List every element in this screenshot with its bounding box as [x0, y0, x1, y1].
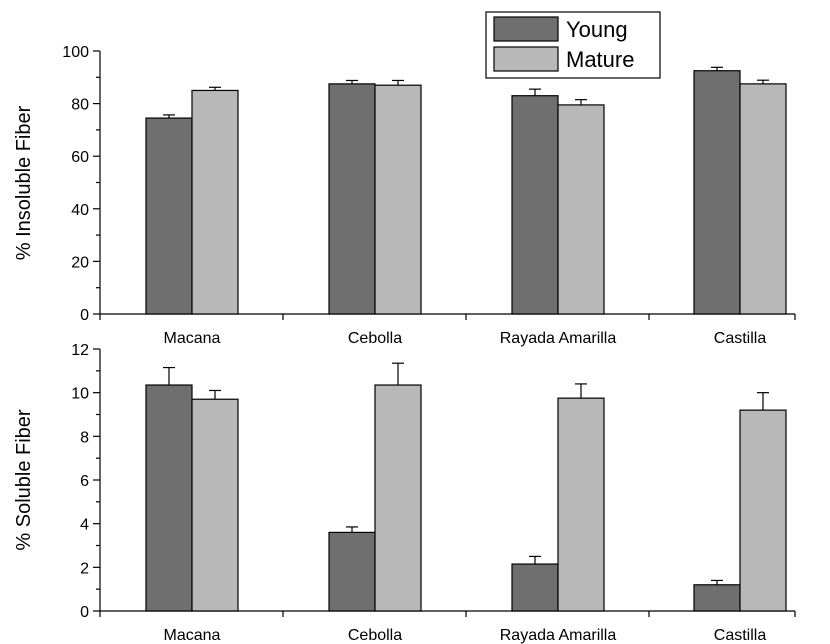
insoluble-y-tick-label: 100 — [62, 44, 89, 61]
insoluble-bar-young — [328, 83, 376, 315]
insoluble-bar-young — [145, 117, 193, 315]
insoluble-y-tick-label: 80 — [71, 97, 89, 114]
legend-swatch-mature — [493, 46, 559, 72]
insoluble-y-tick-label: 0 — [80, 307, 89, 324]
soluble-y-tick-label: 0 — [80, 604, 89, 621]
legend-label-young: Young — [566, 17, 628, 42]
insoluble-bar-young — [693, 70, 741, 315]
insoluble-fiber-chart: 0 20 40 60 80 100 Macana Cebolla Rayada Amarilla… — [13, 44, 796, 347]
soluble-bar-young — [145, 384, 193, 612]
legend: Young Mature — [485, 11, 661, 79]
soluble-category-label: Cebolla — [348, 627, 402, 644]
soluble-y-tick-label: 6 — [80, 473, 89, 490]
soluble-bar-mature — [739, 409, 787, 612]
insoluble-y-tick-label: 60 — [71, 149, 89, 166]
soluble-y-axis-title: % Soluble Fiber — [13, 409, 35, 551]
insoluble-bar-mature — [374, 84, 422, 315]
insoluble-bar-young — [511, 95, 559, 315]
insoluble-bar-mature — [739, 83, 787, 315]
insoluble-bar-mature — [557, 104, 605, 315]
legend-label-mature: Mature — [566, 47, 634, 72]
soluble-bar-mature — [374, 384, 422, 612]
soluble-category-label: Castilla — [714, 627, 767, 644]
soluble-fiber-chart: 0 2 4 6 8 10 12 Macana Cebolla Rayada Amarilla Cas… — [13, 342, 796, 644]
soluble-y-tick-label: 8 — [80, 429, 89, 446]
insoluble-category-label: Macana — [164, 330, 221, 347]
soluble-y-tick-label: 12 — [71, 342, 89, 359]
soluble-bar-young — [693, 584, 741, 612]
insoluble-bar-mature — [191, 89, 239, 315]
insoluble-y-tick-label: 40 — [71, 202, 89, 219]
insoluble-category-label: Castilla — [714, 330, 767, 347]
soluble-y-tick-label: 2 — [80, 560, 89, 577]
soluble-bar-young — [328, 531, 376, 612]
legend-swatch-young — [493, 16, 559, 42]
soluble-y-tick-label: 4 — [80, 517, 89, 534]
insoluble-y-axis-title: % Insoluble Fiber — [13, 105, 35, 260]
soluble-bar-young — [511, 563, 559, 612]
soluble-category-label: Macana — [164, 627, 221, 644]
insoluble-category-label: Cebolla — [348, 330, 402, 347]
soluble-category-label: Rayada Amarilla — [500, 627, 617, 644]
insoluble-y-tick-label: 20 — [71, 254, 89, 271]
soluble-y-tick-label: 10 — [71, 386, 89, 403]
soluble-bar-mature — [557, 397, 605, 612]
insoluble-category-label: Rayada Amarilla — [500, 330, 617, 347]
soluble-bar-mature — [191, 398, 239, 612]
